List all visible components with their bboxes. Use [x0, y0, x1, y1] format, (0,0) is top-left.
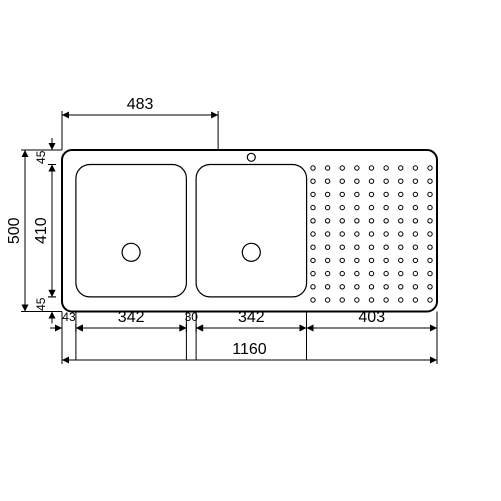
bowl-1	[76, 165, 186, 297]
dim-45-bottom: 45	[34, 297, 48, 311]
tap-hole	[247, 153, 255, 161]
dim-403: 403	[358, 309, 385, 326]
sink-technical-drawing: 483 500 410 45 45 43 342 30 342 403 1160	[0, 0, 501, 501]
dim-500: 500	[6, 217, 23, 244]
bowl-2	[196, 165, 307, 297]
dim-410: 410	[33, 217, 50, 244]
dim-30: 30	[185, 310, 199, 324]
drain-1	[122, 243, 140, 261]
dim-483: 483	[127, 96, 154, 113]
dim-342-right: 342	[238, 309, 265, 326]
dim-342-left: 342	[118, 309, 145, 326]
drainboard-dots	[311, 166, 432, 302]
dim-45-top: 45	[34, 150, 48, 164]
dim-1160: 1160	[232, 341, 267, 358]
dim-43: 43	[62, 310, 76, 324]
drain-2	[242, 243, 260, 261]
sink-outer-rim	[62, 150, 437, 312]
